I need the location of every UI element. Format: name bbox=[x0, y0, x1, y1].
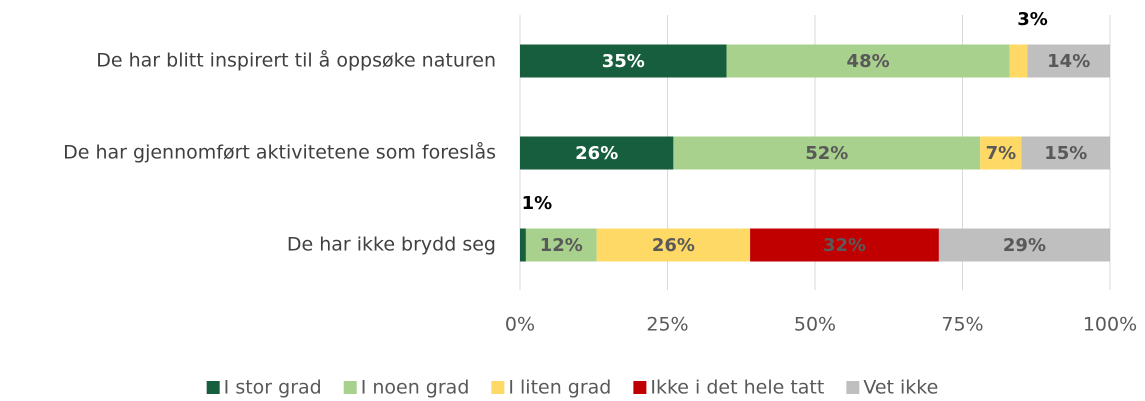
legend-label: Vet ikke bbox=[863, 377, 938, 399]
data-label: 7% bbox=[986, 143, 1017, 164]
data-label: 26% bbox=[575, 143, 618, 164]
legend-label: I stor grad bbox=[224, 377, 322, 399]
data-label: 3% bbox=[1017, 9, 1048, 30]
legend-swatch bbox=[206, 381, 220, 394]
data-label: 14% bbox=[1047, 51, 1090, 72]
legend-swatch bbox=[343, 381, 357, 394]
bar-segment bbox=[520, 228, 526, 262]
bar-segment bbox=[938, 228, 1110, 262]
legend: I stor grad I noen grad I liten grad Ikke i… bbox=[206, 377, 938, 399]
x-tick-label: 0% bbox=[505, 314, 535, 336]
x-tick-label: 25% bbox=[646, 314, 688, 336]
data-label: 48% bbox=[847, 51, 890, 72]
category-label: De har ikke brydd seg bbox=[287, 234, 496, 256]
legend-label: I noen grad bbox=[361, 377, 470, 399]
x-tick-label: 50% bbox=[794, 314, 836, 336]
category-label: De har blitt inspirert til å oppsøke nat… bbox=[96, 49, 496, 72]
data-label: 52% bbox=[805, 143, 848, 164]
bar-segment bbox=[525, 228, 597, 262]
legend-swatch bbox=[846, 381, 860, 394]
category-label: De har gjennomført aktivitetene som fore… bbox=[63, 141, 496, 164]
bar-segment bbox=[673, 136, 981, 170]
data-label: 35% bbox=[602, 51, 645, 72]
bar-segment bbox=[1009, 44, 1028, 78]
data-label: 15% bbox=[1044, 143, 1087, 164]
x-tick-label: 100% bbox=[1083, 314, 1137, 336]
data-label: 12% bbox=[540, 235, 583, 256]
bar-segment bbox=[1027, 44, 1110, 78]
bar-segment bbox=[750, 228, 939, 262]
bar-segment bbox=[980, 136, 1022, 170]
legend-label: I liten grad bbox=[508, 377, 611, 399]
legend-swatch bbox=[633, 381, 647, 394]
data-label: 29% bbox=[1003, 235, 1046, 256]
data-label: 1% bbox=[522, 193, 553, 214]
bar-segment bbox=[596, 228, 751, 262]
bar-segment bbox=[520, 44, 727, 78]
data-label: 32% bbox=[823, 235, 866, 256]
legend-swatch bbox=[491, 381, 505, 394]
data-label: 26% bbox=[652, 235, 695, 256]
bar-segment bbox=[1021, 136, 1110, 170]
legend-label: Ikke i det hele tatt bbox=[650, 377, 824, 399]
x-tick-label: 75% bbox=[941, 314, 983, 336]
bar-segment bbox=[520, 136, 674, 170]
bar-segment bbox=[726, 44, 1010, 78]
